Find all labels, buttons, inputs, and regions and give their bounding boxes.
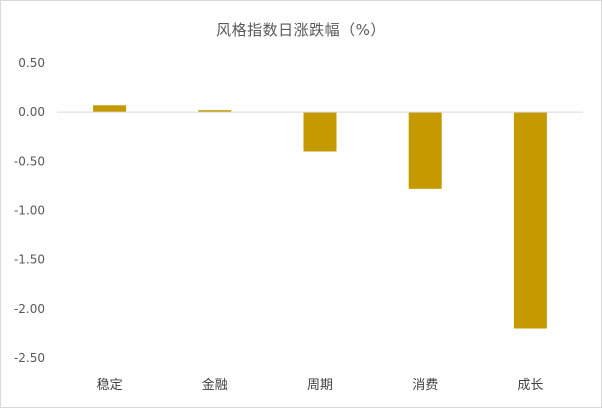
- y-tick-label: -1.50: [14, 253, 45, 267]
- x-axis: 稳定 金融 周期 消费 成长: [97, 377, 544, 393]
- x-category-label: 消费: [412, 378, 438, 393]
- bar-金融: [198, 110, 232, 113]
- x-category-label: 金融: [202, 377, 228, 393]
- x-category-label: 成长: [517, 378, 543, 393]
- y-tick-label: -2.00: [14, 302, 45, 316]
- y-tick-label: 0.00: [18, 105, 45, 119]
- bar-稳定: [93, 105, 127, 113]
- y-tick-label: 0.50: [18, 56, 45, 70]
- x-category-label: 周期: [307, 378, 333, 393]
- y-tick-label: -2.50: [14, 351, 45, 365]
- x-category-label: 稳定: [97, 377, 123, 393]
- bar-消费: [408, 112, 442, 189]
- chart-title: 风格指数日涨跌幅（%）: [216, 21, 386, 39]
- bars: [93, 105, 547, 329]
- y-tick-label: -0.50: [14, 154, 45, 168]
- y-tick-label: -1.00: [14, 204, 45, 218]
- bar-周期: [303, 112, 337, 152]
- bar-成长: [513, 112, 547, 329]
- y-axis: 0.50 0.00 -0.50 -1.00 -1.50 -2.00 -2.50: [14, 56, 45, 365]
